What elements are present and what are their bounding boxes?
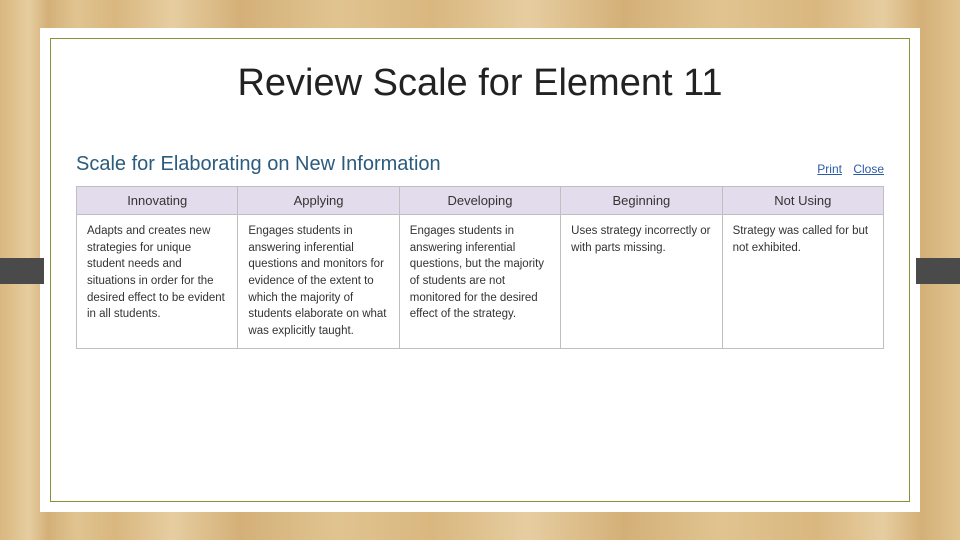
subheader-row: Scale for Elaborating on New Information… <box>40 119 920 176</box>
cell-beginning: Uses strategy incorrectly or with parts … <box>561 215 722 349</box>
table-row: Adapts and creates new strategies for un… <box>77 215 884 349</box>
col-header: Innovating <box>77 187 238 215</box>
cell-applying: Engages students in answering inferentia… <box>238 215 399 349</box>
cell-innovating: Adapts and creates new strategies for un… <box>77 215 238 349</box>
close-link[interactable]: Close <box>853 162 884 176</box>
col-header: Developing <box>399 187 560 215</box>
scale-table-wrap: Innovating Applying Developing Beginning… <box>40 176 920 349</box>
table-header-row: Innovating Applying Developing Beginning… <box>77 187 884 215</box>
action-links: Print Close <box>809 162 884 176</box>
scale-subtitle: Scale for Elaborating on New Information <box>76 153 441 176</box>
right-binder-tab <box>916 258 960 284</box>
page-title: Review Scale for Element 11 <box>40 28 920 119</box>
left-binder-tab <box>0 258 44 284</box>
cell-developing: Engages students in answering inferentia… <box>399 215 560 349</box>
cell-not-using: Strategy was called for but not exhibite… <box>722 215 883 349</box>
col-header: Not Using <box>722 187 883 215</box>
col-header: Applying <box>238 187 399 215</box>
slide-frame: Review Scale for Element 11 Scale for El… <box>40 28 920 512</box>
print-link[interactable]: Print <box>817 162 842 176</box>
scale-table: Innovating Applying Developing Beginning… <box>76 186 884 349</box>
col-header: Beginning <box>561 187 722 215</box>
